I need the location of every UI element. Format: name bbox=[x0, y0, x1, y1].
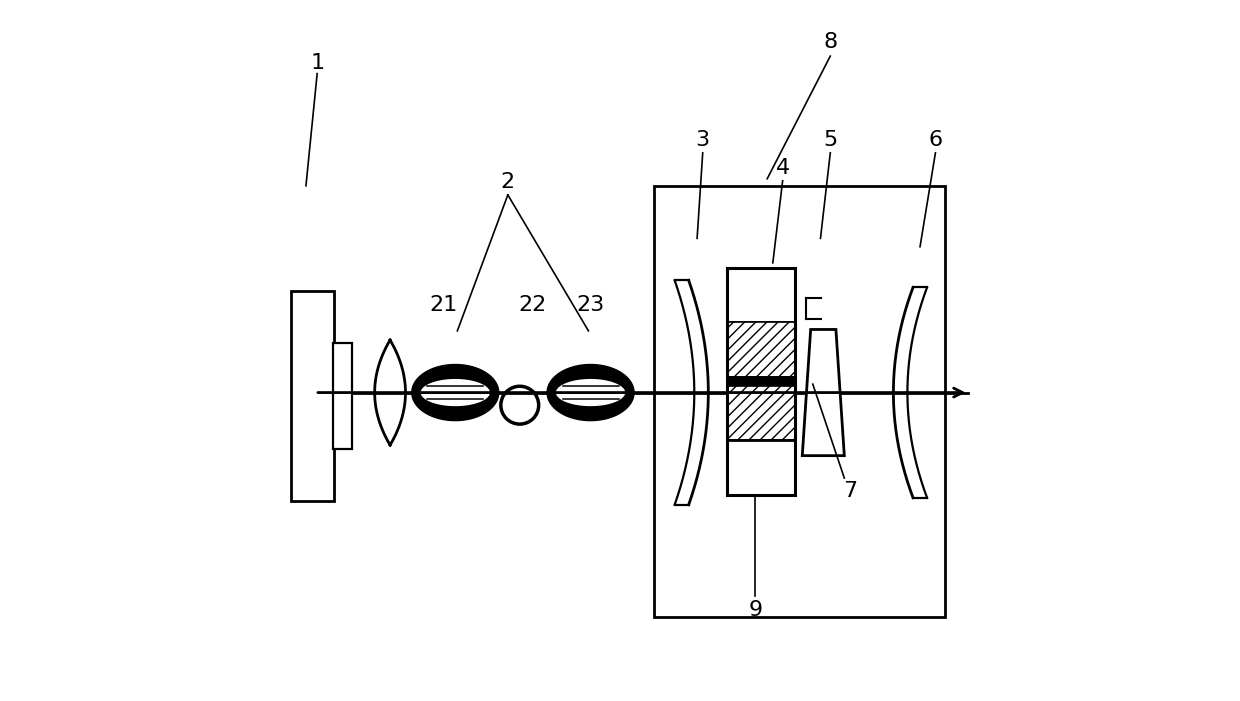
Text: 22: 22 bbox=[518, 295, 547, 315]
Bar bbox=[290, 291, 334, 501]
Text: 23: 23 bbox=[577, 295, 605, 315]
Text: 1: 1 bbox=[310, 53, 324, 73]
Polygon shape bbox=[419, 378, 491, 407]
Polygon shape bbox=[556, 378, 626, 407]
Text: 6: 6 bbox=[929, 130, 942, 150]
Text: 5: 5 bbox=[823, 130, 837, 150]
Text: 4: 4 bbox=[775, 158, 790, 178]
Text: 9: 9 bbox=[748, 600, 763, 620]
Bar bbox=[727, 386, 795, 440]
Text: 21: 21 bbox=[429, 295, 458, 315]
Polygon shape bbox=[802, 329, 844, 456]
Polygon shape bbox=[547, 365, 634, 421]
Polygon shape bbox=[412, 365, 498, 421]
Text: 2: 2 bbox=[501, 172, 515, 192]
Bar bbox=[727, 376, 795, 386]
Bar bbox=[727, 322, 795, 377]
Bar bbox=[653, 186, 945, 617]
Bar bbox=[332, 343, 351, 449]
Bar bbox=[727, 440, 795, 495]
Bar bbox=[727, 268, 795, 495]
Text: 8: 8 bbox=[823, 32, 837, 52]
Text: 7: 7 bbox=[843, 481, 857, 501]
Text: 3: 3 bbox=[696, 130, 709, 150]
Bar bbox=[727, 268, 795, 322]
